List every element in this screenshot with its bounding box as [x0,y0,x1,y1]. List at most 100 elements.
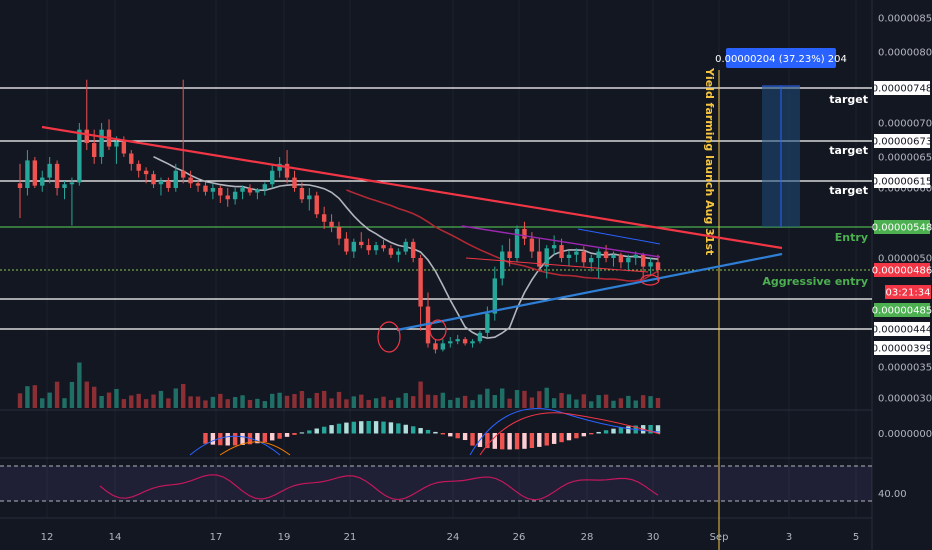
descending-trendline[interactable] [41,125,783,250]
date-axis[interactable]: 12 14 17 19 21 24 26 28 30 Sep 3 5 [41,532,860,543]
candle [537,238,542,272]
date-tick-label: 17 [210,532,223,543]
volume-bar [69,381,75,408]
volume-bar [500,388,505,408]
volume-bar [321,390,327,408]
candle-body [114,141,119,147]
volume-bar [618,398,624,408]
macd-bar [500,433,505,450]
candle-body [544,248,549,267]
candle [262,182,268,196]
price-tag-text: 0.00000399 [872,344,932,355]
measure-label-box [726,48,836,68]
volume-bar [440,392,446,408]
volume-bar [40,398,45,408]
volume-bar [262,401,268,408]
macd-bar [218,433,223,446]
price-tag-aggr: 0.00000485 [872,303,932,317]
volume-bar [292,394,297,408]
candle-body [381,245,386,249]
candle [655,254,661,282]
volume-bar [359,394,364,408]
volume-bar [462,395,468,408]
price-tag-last: 0.00000486 [872,263,932,277]
volume-bar [121,399,127,408]
candle [270,163,275,188]
volume-bar [611,400,616,408]
candle [366,238,371,255]
candle-body [17,183,23,188]
target-text-1: target [829,93,868,106]
candle [455,334,460,345]
volume-bar [388,400,394,408]
candle [351,238,357,258]
candle-body [166,181,171,188]
macd-bar [655,425,661,434]
macd-bar [425,429,431,434]
volume-bar [537,391,542,408]
volume-bar [225,399,230,408]
candle [292,170,297,192]
price-tag-target1: 0.00000748 [872,81,932,95]
volume-bar [329,398,334,408]
candle [255,188,260,200]
volume-bar [485,388,490,408]
price-tag-support1: 0.00000444 [872,322,932,336]
candle [32,157,38,188]
candle [574,248,579,263]
volume-bar [418,381,423,408]
macd-bar [351,421,357,434]
macd-bar [203,433,208,444]
volume-bar [151,394,156,408]
volume-bar [240,395,245,408]
date-tick-label: 19 [278,532,291,543]
macd-bar [448,433,453,437]
volume-bar [425,394,431,408]
candle-body [455,339,460,342]
candle-body [158,181,164,185]
candle-body [603,251,609,258]
candle-body [566,254,572,258]
macd-bar [225,433,230,446]
horizontal-levels [0,87,872,330]
candle-body [321,214,327,222]
macd-bar [388,422,394,434]
circle-mark-2 [429,319,447,341]
candle [440,339,446,352]
candle [277,157,282,178]
macd-bar [359,421,364,434]
volume-bar [173,388,178,408]
volume-bar [62,398,67,408]
volume-bar [448,399,453,408]
macd-bar [551,433,557,444]
candle [188,170,193,188]
volume-bar [544,387,549,408]
volume-bar [574,399,579,408]
volume-bar [195,396,201,408]
volume-bar [396,397,401,408]
candle-body [344,238,349,252]
volume-bar [54,381,60,408]
candle [589,254,594,272]
candle [158,177,164,196]
volume-bar [114,388,119,408]
candle-body [91,143,97,157]
signal-line-2 [479,412,661,456]
candle-body [388,248,394,255]
measure-tool[interactable]: 0.00000204 (37.23%) 204 [715,48,847,227]
candle-body [40,177,45,186]
volume-bar [470,400,475,408]
ascending-trendline[interactable] [396,252,783,332]
event-marker[interactable]: Yield farming launch Aug 31st [703,67,720,550]
candle-body [99,129,104,157]
candle [151,170,156,188]
macd-bar [240,433,245,446]
candle [62,181,67,200]
price-tag-text: 0.00000748 [872,84,932,95]
candle-body [255,189,260,193]
candle [181,79,186,184]
